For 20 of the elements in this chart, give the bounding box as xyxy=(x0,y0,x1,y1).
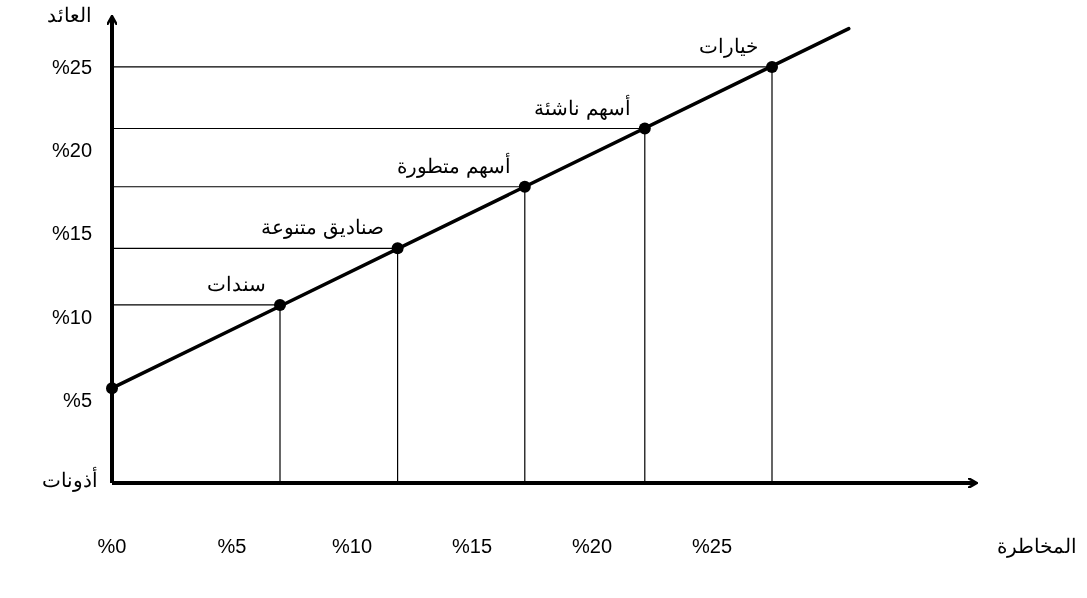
x-tick-label: %5 xyxy=(217,535,247,557)
text: أذونات xyxy=(42,466,98,492)
y-tick-label: %20 xyxy=(51,139,92,162)
x-tick-label: %15 xyxy=(451,535,493,557)
y-axis-title: العائد xyxy=(47,4,92,26)
y-tick-label: %15 xyxy=(51,222,92,245)
x-axis-title: المخاطرة xyxy=(997,535,1077,558)
annotation: خيارات xyxy=(699,34,758,58)
annotation: أسهم متطورة xyxy=(397,151,511,178)
annotation: سندات xyxy=(207,272,266,295)
x-tick-label: %10 xyxy=(331,535,373,557)
y-tick-label: %10 xyxy=(51,305,92,328)
y-tick-label: %5 xyxy=(63,388,92,411)
point xyxy=(106,382,118,395)
x-tick-label: %25 xyxy=(691,535,733,557)
x-tick-label: %0 xyxy=(97,535,127,557)
y-tick-label: %25 xyxy=(51,55,92,78)
x-tick-label: %20 xyxy=(571,535,613,557)
annotation: أسهم ناشئة xyxy=(534,93,631,120)
annotation: صناديق متنوعة xyxy=(261,216,384,240)
